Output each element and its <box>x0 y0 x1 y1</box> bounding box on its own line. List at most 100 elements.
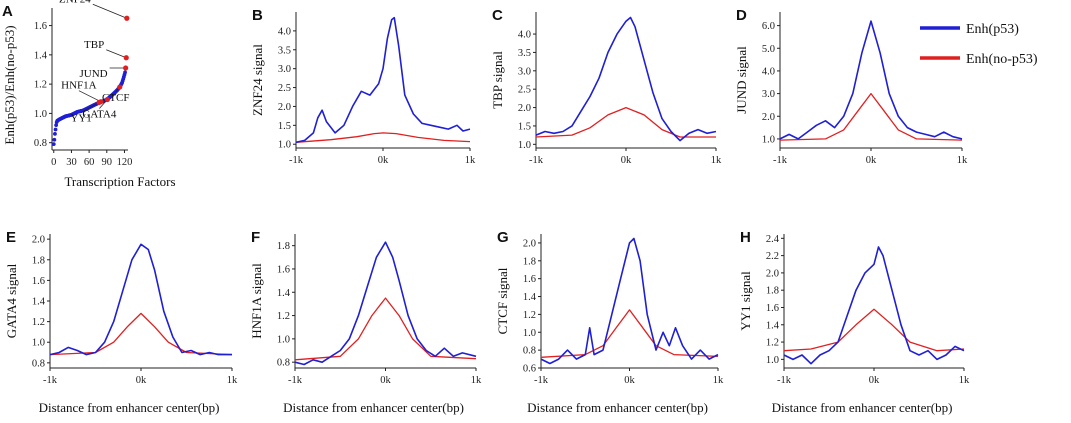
y-tick-label: 1.6 <box>523 274 536 285</box>
y-tick-label: 3.0 <box>518 66 531 77</box>
y-tick-label: 1.2 <box>32 317 45 328</box>
panel-C: 1.0 1.5 2.0 2.5 3.0 3.5 4.0 -1k 0k 1k TBP signal C <box>490 7 722 166</box>
y-tick-label: 1.4 <box>766 320 780 331</box>
y-tick-label: 0.8 <box>32 358 45 369</box>
y-tick-label: 1.0 <box>766 355 779 366</box>
panel-G: 0.6 0.8 1.0 1.2 1.4 1.6 1.8 2.0 -1k 0k 1k CTCF sign… <box>495 229 724 415</box>
x-tick-label: -1k <box>529 155 544 166</box>
x-tick-label: 1k <box>959 375 970 386</box>
legend: Enh(p53) Enh(no-p53) <box>920 22 1038 67</box>
y-axis-label: TBP signal <box>490 51 505 109</box>
y-tick-label: 4.0 <box>762 66 775 77</box>
y-tick-label: 1.0 <box>518 140 531 151</box>
panel-letter-E: E <box>6 229 16 246</box>
y-tick-label: 2.0 <box>762 112 775 123</box>
panel-letter-H: H <box>740 229 751 246</box>
y-tick-label: 0.6 <box>523 364 536 375</box>
y-axis-label: HNF1A signal <box>249 263 264 339</box>
y-tick-label: 2.4 <box>766 234 780 245</box>
data-point <box>123 70 127 75</box>
y-tick-label: 2.0 <box>32 235 45 246</box>
x-tick-label: 0 <box>51 157 56 168</box>
y-tick-label: 5.0 <box>762 44 775 55</box>
x-tick-label: 0k <box>136 375 147 386</box>
y-tick-label: 1.0 <box>278 140 291 151</box>
y-tick-label: 1.0 <box>762 134 775 145</box>
series-line-enh-no-p53 <box>295 132 471 143</box>
series-line-enh-p53 <box>535 16 717 142</box>
panel-letter-B: B <box>252 7 263 24</box>
y-tick-label: 1.8 <box>523 256 536 267</box>
y-tick-label: 2.0 <box>766 268 779 279</box>
y-tick-label: 1.0 <box>34 109 47 120</box>
y-tick-label: 3.0 <box>762 89 775 100</box>
y-axis-label: YY1 signal <box>738 271 753 331</box>
y-tick-label: 1.8 <box>32 255 45 266</box>
x-tick-label: 60 <box>84 157 95 168</box>
y-tick-label: 1.2 <box>277 311 290 322</box>
x-tick-label: -1k <box>773 155 788 166</box>
series-line-enh-p53 <box>294 241 477 366</box>
annotation-label: HNF1A <box>61 80 97 92</box>
data-point <box>52 137 57 142</box>
panel-D: 1.0 2.0 3.0 4.0 5.0 6.0 -1k 0k 1k JUND signal D <box>734 7 968 166</box>
y-tick-label: 1.0 <box>32 338 45 349</box>
y-axis-label: GATA4 signal <box>4 263 19 338</box>
y-tick-label: 1.4 <box>277 288 291 299</box>
y-tick-label: 1.8 <box>277 241 290 252</box>
series-line-enh-no-p53 <box>540 309 719 358</box>
series-line-enh-no-p53 <box>783 308 965 352</box>
y-tick-label: 1.4 <box>34 50 48 61</box>
annotation-label: GATA4 <box>82 108 116 120</box>
highlight-point <box>104 96 110 103</box>
panel-letter-A: A <box>2 3 13 20</box>
y-tick-label: 1.6 <box>277 264 290 275</box>
x-tick-label: -1k <box>534 375 549 386</box>
panel-F: 0.8 1.0 1.2 1.4 1.6 1.8 -1k 0k 1k HNF1A signal F Di… <box>249 229 482 415</box>
panel-letter-D: D <box>736 7 747 24</box>
series-line-enh-no-p53 <box>49 312 233 356</box>
x-tick-label: -1k <box>777 375 792 386</box>
data-point <box>51 142 56 147</box>
data-point <box>54 123 59 128</box>
panel-letter-G: G <box>497 229 509 246</box>
y-tick-label: 2.5 <box>518 85 531 96</box>
x-tick-label: -1k <box>289 155 304 166</box>
annotation-label: TBP <box>84 39 104 51</box>
data-point <box>53 127 58 132</box>
x-tick-label: 30 <box>66 157 77 168</box>
y-tick-label: 0.8 <box>34 138 47 149</box>
series-line-enh-p53 <box>783 246 965 365</box>
y-tick-label: 1.0 <box>523 328 536 339</box>
y-axis-label: Enh(p53)/Enh(no-p53) <box>2 25 17 144</box>
highlight-point <box>124 15 130 21</box>
highlight-point <box>123 65 129 71</box>
x-tick-label: 0k <box>380 375 391 386</box>
x-tick-label: 120 <box>117 157 133 168</box>
y-tick-label: 0.8 <box>277 358 290 369</box>
panel-E: 0.8 1.0 1.2 1.4 1.6 1.8 2.0 -1k 0k 1k GATA4 signal… <box>4 229 238 415</box>
series-line-enh-p53 <box>540 237 719 365</box>
y-tick-label: 1.8 <box>766 286 779 297</box>
series-line-enh-no-p53 <box>294 297 477 361</box>
y-tick-label: 6.0 <box>762 21 775 32</box>
series-line-enh-p53 <box>295 16 471 144</box>
y-tick-label: 1.6 <box>32 276 45 287</box>
highlight-point <box>123 55 129 61</box>
annotation-label: ZNF24 <box>59 0 91 5</box>
annotation-label: YY1 <box>70 112 91 124</box>
y-tick-label: 3.5 <box>518 48 531 59</box>
panel-A: 0.8 1.0 1.2 1.4 1.6 0 30 60 90 120 Transcription F… <box>2 0 176 189</box>
series-line-enh-p53 <box>779 20 963 140</box>
y-tick-label: 4.0 <box>518 30 531 41</box>
annotation-leader <box>92 3 127 19</box>
annotation-leader <box>78 90 102 103</box>
x-tick-label: 1k <box>713 375 724 386</box>
series-line-enh-no-p53 <box>779 92 963 141</box>
x-tick-label: 1k <box>711 155 722 166</box>
y-tick-label: 1.6 <box>34 21 47 32</box>
series-line-enh-p53 <box>49 243 232 356</box>
x-tick-label: 1k <box>227 375 238 386</box>
y-tick-label: 2.0 <box>518 103 531 114</box>
